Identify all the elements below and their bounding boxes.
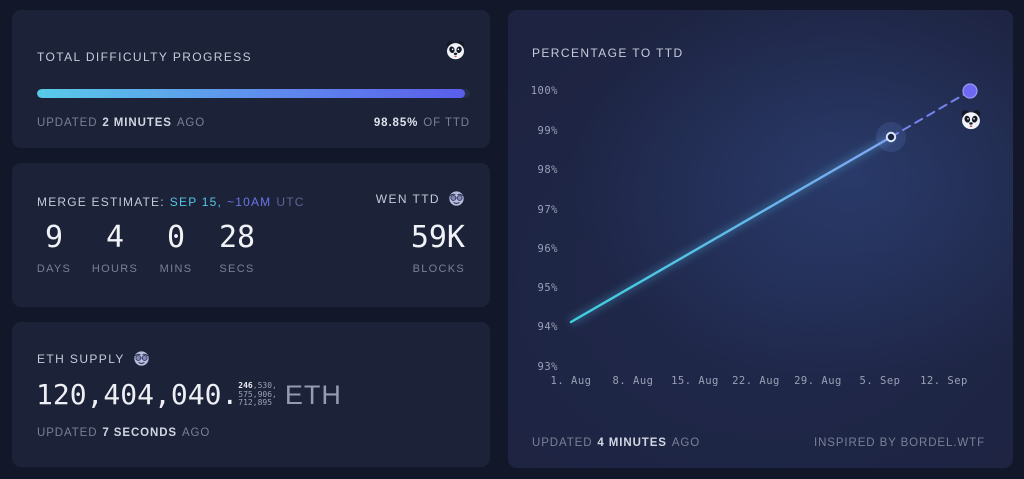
- x-tick: 8. Aug: [613, 375, 654, 387]
- y-axis-ticks: 100% 99% 98% 97% 96% 95% 94% 93%: [531, 85, 558, 373]
- hours-value: 4: [105, 220, 125, 255]
- updated-suffix: AGO: [176, 117, 206, 129]
- supply-decimals: 246,530, 575,906, 712,895: [238, 381, 277, 408]
- updated-status: UPDATED 4 MINUTES AGO: [532, 437, 700, 449]
- ttd-progress-fill: [37, 89, 466, 98]
- wen-ttd-label: WEN TTD: [375, 191, 440, 206]
- supply-decimals-l1: ,530,: [252, 381, 277, 390]
- countdown-mins: 0 MINS: [151, 220, 201, 276]
- updated-prefix: UPDATED: [37, 427, 98, 439]
- wen-ttd-group: WEN TTD: [376, 190, 465, 207]
- merge-estimate-line: MERGE ESTIMATE: SEP 15, ~10AM UTC: [37, 195, 305, 209]
- eth-supply-value: 120,404,040. 246,530, 575,906, 712,895 E…: [36, 379, 342, 411]
- blocks-unit: BLOCKS: [412, 263, 465, 275]
- hours-unit: HOURS: [91, 263, 139, 275]
- projection-dashed-line: [890, 90, 971, 138]
- blocks-value: 59K: [410, 220, 465, 255]
- current-point-marker[interactable]: [885, 131, 897, 143]
- x-tick: 22. Aug: [732, 375, 780, 387]
- supply-integer: 120,404,040.: [36, 378, 239, 411]
- actual-progress-line: [569, 135, 893, 324]
- card-title: ETH SUPPLY: [37, 351, 125, 366]
- days-value: 9: [44, 220, 64, 255]
- panda-icon: [960, 109, 982, 131]
- x-tick: 29. Aug: [794, 375, 842, 387]
- secs-value: 28: [218, 220, 256, 255]
- merge-countdown: 9 DAYS 4 HOURS 0 MINS 28 SECS: [29, 220, 262, 276]
- x-tick: 12. Sep: [920, 375, 968, 387]
- y-tick: 100%: [531, 85, 558, 97]
- y-tick: 99%: [538, 125, 559, 137]
- chart-title: PERCENTAGE TO TTD: [532, 46, 684, 60]
- updated-prefix: UPDATED: [532, 437, 593, 449]
- supply-decimals-bold: 246: [238, 381, 253, 390]
- updated-suffix: AGO: [181, 427, 211, 439]
- x-tick: 5. Sep: [860, 375, 901, 387]
- merge-date: SEP 15,: [169, 195, 223, 209]
- merge-time: ~10AM: [227, 195, 272, 209]
- updated-value: 4 MINUTES: [597, 437, 667, 449]
- ttd-percent-readout: 98.85% OF TTD: [374, 117, 470, 129]
- mins-unit: MINS: [159, 263, 193, 275]
- updated-value: 2 MINUTES: [102, 117, 172, 129]
- y-tick: 98%: [538, 164, 559, 176]
- percentage-to-ttd-card: PERCENTAGE TO TTD 100% 99% 98% 97% 96% 9…: [508, 10, 1013, 468]
- mins-value: 0: [166, 220, 186, 255]
- ttd-endpoint-dot[interactable]: [962, 83, 978, 99]
- supply-decimals-l3: 712,895: [238, 398, 273, 407]
- secs-unit: SECS: [219, 263, 255, 275]
- x-tick: 1. Aug: [551, 375, 592, 387]
- credit-link[interactable]: INSPIRED BY BORDEL.WTF: [813, 437, 985, 449]
- x-axis-ticks: 1. Aug 8. Aug 15. Aug 22. Aug 29. Aug 5.…: [551, 375, 968, 387]
- y-tick: 96%: [538, 243, 559, 255]
- updated-status: UPDATED 7 SECONDS AGO: [37, 427, 210, 439]
- total-difficulty-card: TOTAL DIFFICULTY PROGRESS UPDATED 2 MINU…: [12, 10, 490, 148]
- countdown-days: 9 DAYS: [29, 220, 79, 276]
- percent-value: 98.85%: [373, 117, 419, 129]
- merge-timezone: UTC: [276, 195, 305, 209]
- y-tick: 93%: [538, 361, 559, 373]
- blocks-remaining: 59K BLOCKS: [410, 220, 465, 276]
- card-title: TOTAL DIFFICULTY PROGRESS: [37, 50, 253, 64]
- panda-icon: [445, 40, 466, 61]
- days-unit: DAYS: [36, 263, 72, 275]
- disguised-face-icon: [448, 190, 465, 207]
- y-tick: 95%: [538, 282, 559, 294]
- updated-prefix: UPDATED: [37, 117, 98, 129]
- countdown-secs: 28 SECS: [212, 220, 262, 276]
- merge-estimate-card: MERGE ESTIMATE: SEP 15, ~10AM UTC WEN TT…: [12, 163, 490, 307]
- supply-decimals-l2: 575,906,: [238, 389, 277, 399]
- eth-supply-card: ETH SUPPLY 120,404,040. 246,530, 575,906…: [12, 322, 490, 467]
- ttd-progress-bar: [37, 89, 470, 98]
- updated-value: 7 SECONDS: [102, 427, 177, 439]
- merge-estimate-label: MERGE ESTIMATE:: [37, 195, 165, 209]
- countdown-hours: 4 HOURS: [90, 220, 140, 276]
- disguised-face-icon: [133, 350, 150, 367]
- y-tick: 97%: [538, 204, 559, 216]
- y-tick: 94%: [538, 321, 559, 333]
- percent-suffix: OF TTD: [423, 117, 470, 129]
- eth-unit-label: ETH: [284, 380, 342, 410]
- updated-status: UPDATED 2 MINUTES AGO: [37, 117, 205, 129]
- x-tick: 15. Aug: [671, 375, 719, 387]
- updated-suffix: AGO: [671, 437, 701, 449]
- ttd-line-chart[interactable]: 100% 99% 98% 97% 96% 95% 94% 93% 1. Aug …: [508, 10, 1013, 468]
